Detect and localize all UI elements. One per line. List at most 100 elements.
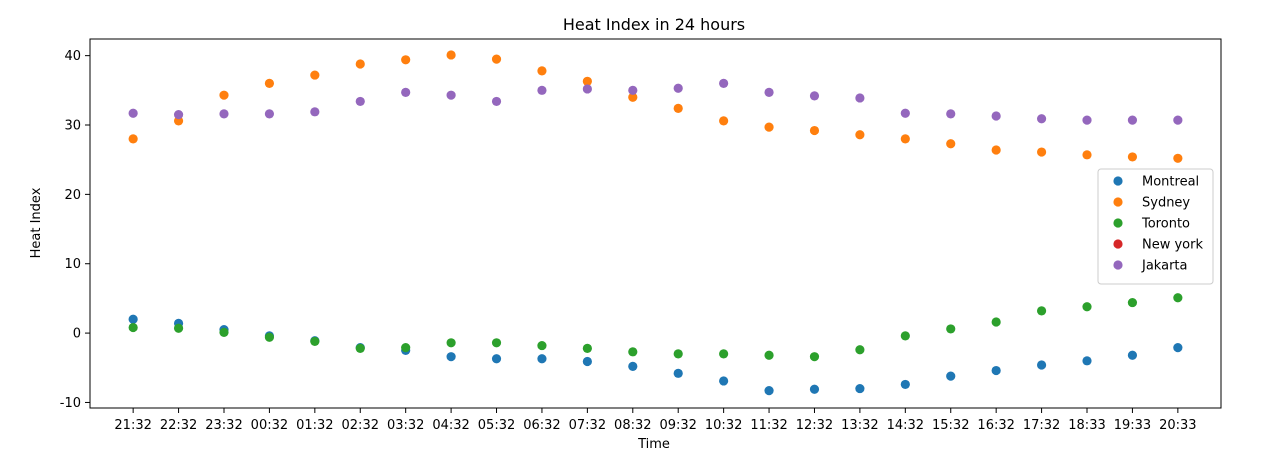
- data-point-jakarta: [900, 108, 910, 118]
- data-point-sydney: [764, 122, 774, 132]
- data-point-jakarta: [809, 91, 820, 101]
- y-tick-label: -10: [60, 396, 81, 411]
- data-point-jakarta: [401, 87, 411, 98]
- data-point-montreal: [991, 365, 1001, 376]
- data-point-toronto: [809, 352, 820, 362]
- data-point-jakarta: [310, 107, 320, 117]
- data-point-montreal: [537, 354, 547, 364]
- data-point-jakarta: [673, 83, 683, 93]
- x-tick-label: 09:32: [659, 418, 696, 433]
- x-tick-label: 06:32: [523, 418, 560, 433]
- x-tick-label: 21:32: [114, 418, 151, 433]
- x-tick-label: 04:32: [432, 418, 469, 433]
- data-point-sydney: [446, 50, 456, 60]
- data-point-toronto: [1127, 297, 1138, 308]
- data-point-sydney: [719, 116, 729, 126]
- data-point-jakarta: [991, 111, 1001, 121]
- data-point-sydney: [809, 125, 820, 136]
- x-tick-label: 10:32: [705, 418, 742, 433]
- data-point-montreal: [764, 386, 774, 396]
- data-point-toronto: [764, 350, 774, 360]
- x-axis-label: Time: [637, 437, 670, 452]
- data-point-jakarta: [855, 93, 865, 103]
- data-point-jakarta: [355, 96, 365, 107]
- data-point-montreal: [582, 356, 592, 367]
- data-point-montreal: [491, 354, 502, 364]
- data-point-toronto: [173, 323, 184, 333]
- x-tick-label: 01:32: [296, 418, 333, 433]
- x-tick-label: 12:32: [796, 418, 833, 433]
- data-point-toronto: [991, 317, 1001, 327]
- data-point-jakarta: [537, 85, 547, 95]
- data-point-sydney: [128, 134, 138, 144]
- data-point-toronto: [855, 345, 865, 355]
- data-point-toronto: [946, 324, 956, 334]
- data-point-jakarta: [1082, 115, 1092, 125]
- data-point-jakarta: [628, 85, 638, 95]
- data-point-montreal: [446, 352, 456, 362]
- x-tick-label: 05:32: [478, 418, 515, 433]
- data-point-jakarta: [946, 109, 956, 119]
- data-point-jakarta: [1036, 114, 1047, 124]
- x-tick-label: 11:32: [750, 418, 787, 433]
- data-point-sydney: [310, 70, 320, 80]
- data-point-sydney: [582, 76, 592, 86]
- data-point-sydney: [900, 134, 910, 144]
- data-point-toronto: [264, 332, 275, 342]
- x-tick-label: 15:32: [932, 418, 969, 433]
- x-tick-label: 07:32: [569, 418, 606, 433]
- legend-label-sydney: Sydney: [1142, 196, 1190, 211]
- legend-box: [1097, 168, 1214, 285]
- data-point-jakarta: [264, 109, 275, 119]
- data-point-sydney: [355, 59, 365, 69]
- x-tick-label: 23:32: [205, 418, 242, 433]
- data-point-sydney: [1082, 150, 1092, 160]
- data-point-montreal: [1127, 350, 1138, 360]
- y-tick-label: 30: [64, 119, 81, 134]
- x-tick-label: 03:32: [387, 418, 424, 433]
- data-point-toronto: [537, 340, 547, 351]
- chart-title: Heat Index in 24 hours: [563, 15, 745, 34]
- data-point-jakarta: [173, 110, 184, 120]
- data-point-jakarta: [219, 109, 229, 119]
- x-tick-label: 13:32: [841, 418, 878, 433]
- y-tick-label: 10: [64, 257, 81, 272]
- legend-label-toronto: Toronto: [1141, 217, 1190, 232]
- legend-label-new-york: New york: [1142, 238, 1203, 253]
- data-point-jakarta: [491, 96, 502, 107]
- data-point-toronto: [673, 349, 683, 359]
- data-point-jakarta: [128, 108, 138, 118]
- data-point-jakarta: [1173, 115, 1183, 125]
- data-point-sydney: [673, 103, 683, 113]
- data-point-montreal: [855, 383, 865, 394]
- data-point-montreal: [946, 371, 956, 381]
- x-tick-label: 08:32: [614, 418, 651, 433]
- data-point-toronto: [900, 331, 910, 341]
- data-point-toronto: [582, 343, 592, 353]
- legend-marker-toronto: [1113, 218, 1123, 228]
- data-point-sydney: [491, 54, 502, 64]
- data-point-montreal: [900, 379, 910, 390]
- data-point-sydney: [401, 55, 411, 65]
- data-point-toronto: [310, 336, 320, 347]
- x-tick-label: 17:32: [1023, 418, 1060, 433]
- x-tick-label: 19:33: [1114, 418, 1151, 433]
- data-point-sydney: [264, 78, 275, 88]
- data-point-jakarta: [582, 84, 592, 94]
- data-point-sydney: [628, 92, 638, 102]
- data-point-jakarta: [446, 90, 456, 100]
- legend-marker-montreal: [1113, 176, 1123, 186]
- data-point-toronto: [1173, 293, 1183, 303]
- data-point-jakarta: [764, 87, 774, 98]
- data-point-montreal: [1173, 343, 1183, 353]
- data-point-sydney: [537, 66, 547, 76]
- legend-marker-new-york: [1113, 239, 1123, 249]
- data-point-sydney: [219, 90, 229, 100]
- data-point-toronto: [719, 349, 729, 359]
- data-point-jakarta: [719, 78, 729, 88]
- data-point-montreal: [128, 314, 138, 324]
- data-point-montreal: [628, 361, 638, 371]
- data-point-toronto: [401, 343, 411, 353]
